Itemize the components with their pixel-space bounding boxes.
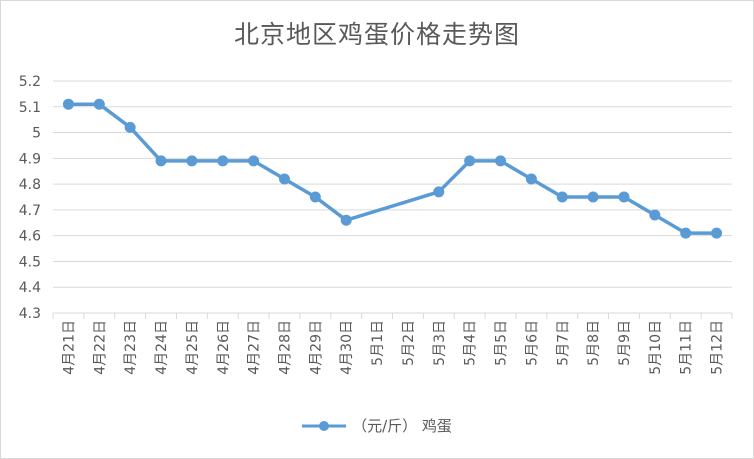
data-point xyxy=(464,155,476,167)
data-point xyxy=(525,173,537,185)
data-point xyxy=(309,191,321,203)
x-tick-label: 5月6日 xyxy=(524,320,540,366)
y-tick-label: 4.4 xyxy=(19,280,41,296)
plot-area: 4.3 4.4 4.5 4.6 4.7 4.8 4.9 5 5.1 5.2 4月21日 4月22日 4月… xyxy=(19,74,733,375)
x-tick-label: 4月27日 xyxy=(247,320,263,375)
y-tick-label: 4.8 xyxy=(19,177,41,193)
x-tick-label: 5月4日 xyxy=(463,320,479,366)
x-tick-label: 5月11日 xyxy=(679,320,695,375)
series-line xyxy=(68,102,717,235)
x-tick-label: 5月5日 xyxy=(494,320,510,366)
y-tick-label: 4.3 xyxy=(19,306,41,322)
data-point xyxy=(62,98,74,110)
data-point xyxy=(93,98,105,110)
x-tick-label: 4月22日 xyxy=(92,320,108,375)
chart-title: 北京地区鸡蛋价格走势图 xyxy=(233,20,520,49)
data-point xyxy=(649,209,661,221)
data-point xyxy=(556,191,568,203)
x-tick-label: 5月2日 xyxy=(401,320,417,366)
y-tick-label: 5.1 xyxy=(19,100,41,116)
data-point xyxy=(278,173,290,185)
y-tick-label: 4.5 xyxy=(19,254,41,270)
legend-label: （元/斤） 鸡蛋 xyxy=(352,417,452,435)
y-tick-label: 5 xyxy=(32,126,41,142)
y-tick-label: 4.7 xyxy=(19,203,41,219)
data-point xyxy=(248,155,260,167)
x-tick-label: 4月26日 xyxy=(216,320,232,375)
x-tick-label: 5月12日 xyxy=(710,320,726,375)
x-tick-label: 5月8日 xyxy=(586,320,602,366)
legend: （元/斤） 鸡蛋 xyxy=(1,415,753,436)
x-tick-label: 4月30日 xyxy=(339,320,355,375)
x-tick-label: 4月25日 xyxy=(185,320,201,375)
x-tick-label: 5月1日 xyxy=(370,320,386,366)
x-tick-label: 5月9日 xyxy=(617,320,633,366)
x-tick-label: 4月28日 xyxy=(277,320,293,375)
y-tick-label: 4.6 xyxy=(19,229,41,245)
data-point xyxy=(680,227,692,239)
data-point xyxy=(618,191,630,203)
x-tick-label: 5月3日 xyxy=(432,320,448,366)
y-tick-label: 4.9 xyxy=(19,151,41,167)
data-point xyxy=(124,121,136,133)
x-tick-label: 4月29日 xyxy=(308,320,324,375)
x-tick-label: 4月24日 xyxy=(154,320,170,375)
x-tick-label: 4月21日 xyxy=(61,320,77,375)
data-point xyxy=(495,155,507,167)
data-point xyxy=(155,155,167,167)
data-point xyxy=(217,155,229,167)
data-point xyxy=(340,214,352,226)
data-point xyxy=(711,227,723,239)
y-tick-label: 5.2 xyxy=(19,74,41,90)
x-tick-label: 5月7日 xyxy=(555,320,571,366)
legend-line-marker-icon xyxy=(302,420,347,431)
data-point xyxy=(186,155,198,167)
data-point xyxy=(587,191,599,203)
x-tick-label: 5月10日 xyxy=(648,320,664,375)
x-tick-label: 4月23日 xyxy=(123,320,139,375)
data-point xyxy=(433,186,445,198)
